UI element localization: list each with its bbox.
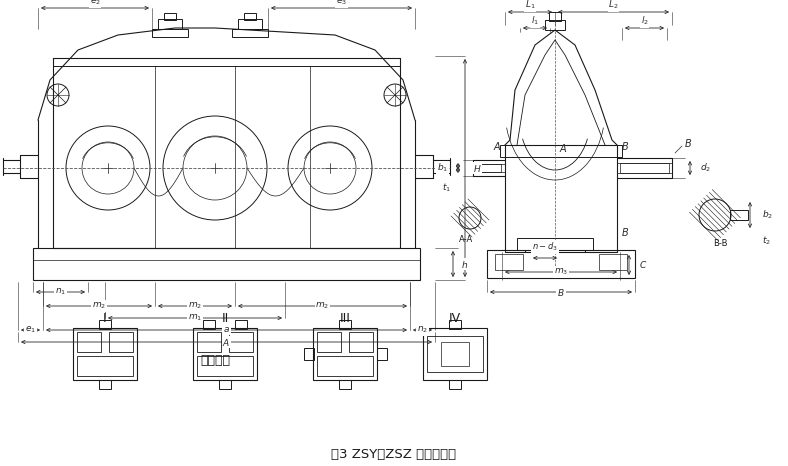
Text: $m_2$: $m_2$ xyxy=(188,301,202,311)
Text: $t_2$: $t_2$ xyxy=(762,235,771,247)
Bar xyxy=(73,328,137,380)
Bar xyxy=(164,13,176,20)
Bar xyxy=(219,380,231,389)
Text: $C$: $C$ xyxy=(639,260,647,270)
Bar xyxy=(244,13,256,20)
Bar xyxy=(238,19,262,29)
Text: I: I xyxy=(103,311,107,324)
Text: $A$: $A$ xyxy=(559,142,567,154)
Text: $n_2$: $n_2$ xyxy=(417,325,428,335)
Text: $n_1$: $n_1$ xyxy=(55,287,66,297)
Text: $A$: $A$ xyxy=(222,336,231,348)
Bar xyxy=(377,348,387,360)
Text: $m_2$: $m_2$ xyxy=(92,301,106,311)
Bar xyxy=(449,380,461,389)
Text: $a$: $a$ xyxy=(223,325,230,335)
Text: $b_2$: $b_2$ xyxy=(762,209,773,221)
Bar xyxy=(549,12,561,21)
Bar xyxy=(304,348,314,360)
Bar xyxy=(620,163,669,173)
Bar xyxy=(33,248,420,280)
Bar xyxy=(477,164,501,172)
Bar xyxy=(197,332,221,352)
Bar xyxy=(500,145,622,157)
Bar xyxy=(317,332,341,352)
Bar xyxy=(152,29,188,37)
Text: $B$: $B$ xyxy=(684,137,692,149)
Bar xyxy=(313,328,377,380)
Bar xyxy=(349,332,373,352)
Text: $n-d_3$: $n-d_3$ xyxy=(532,240,558,253)
Text: B-B: B-B xyxy=(713,239,727,247)
Bar xyxy=(229,332,253,352)
Text: $B$: $B$ xyxy=(557,287,565,297)
Bar xyxy=(193,328,257,380)
Bar xyxy=(158,19,182,29)
Text: $d_2$: $d_2$ xyxy=(700,162,711,174)
Bar xyxy=(545,20,565,30)
Bar xyxy=(427,336,483,372)
Bar xyxy=(235,320,247,329)
Bar xyxy=(232,29,268,37)
Bar xyxy=(495,254,523,270)
Text: $t_1$: $t_1$ xyxy=(442,182,451,194)
Bar xyxy=(505,145,617,252)
Text: $H$: $H$ xyxy=(473,163,481,173)
Text: $l_2$: $l_2$ xyxy=(641,14,649,27)
Text: $m_3$: $m_3$ xyxy=(554,267,568,277)
Text: 图3 ZSY、ZSZ 减速器外形: 图3 ZSY、ZSZ 减速器外形 xyxy=(332,448,456,461)
Bar xyxy=(423,328,487,380)
Bar xyxy=(77,332,101,352)
Bar xyxy=(99,320,111,329)
Text: $e_1$: $e_1$ xyxy=(25,325,36,335)
Bar xyxy=(441,342,469,366)
Bar xyxy=(109,332,133,352)
Text: $d_1$: $d_1$ xyxy=(437,162,448,174)
Text: $b_1$: $b_1$ xyxy=(437,162,448,174)
Bar xyxy=(339,320,351,329)
Text: $B$: $B$ xyxy=(621,140,629,152)
Text: A-A: A-A xyxy=(459,235,473,245)
Text: $L_2$: $L_2$ xyxy=(608,0,619,11)
Bar xyxy=(449,320,461,329)
Text: $A$: $A$ xyxy=(492,140,501,152)
Bar xyxy=(53,58,400,248)
Text: IV: IV xyxy=(449,311,461,324)
Text: $h$: $h$ xyxy=(461,259,468,269)
Bar xyxy=(487,250,635,278)
Bar xyxy=(517,238,593,250)
Text: $L_1$: $L_1$ xyxy=(525,0,535,11)
Text: $e_2$: $e_2$ xyxy=(90,0,101,7)
Bar xyxy=(599,254,627,270)
Text: 装配型式: 装配型式 xyxy=(200,354,230,366)
Bar xyxy=(197,356,253,376)
Bar xyxy=(203,320,215,329)
Text: III: III xyxy=(340,311,351,324)
Text: $B$: $B$ xyxy=(621,226,629,238)
Text: $m_1$: $m_1$ xyxy=(188,313,203,323)
Bar xyxy=(317,356,373,376)
Bar xyxy=(99,380,111,389)
Bar xyxy=(730,210,748,220)
Bar xyxy=(339,380,351,389)
Text: $l_1$: $l_1$ xyxy=(531,14,539,27)
Text: $m_2$: $m_2$ xyxy=(315,301,329,311)
Text: II: II xyxy=(221,311,229,324)
Text: $e_3$: $e_3$ xyxy=(336,0,347,7)
Bar xyxy=(77,356,133,376)
